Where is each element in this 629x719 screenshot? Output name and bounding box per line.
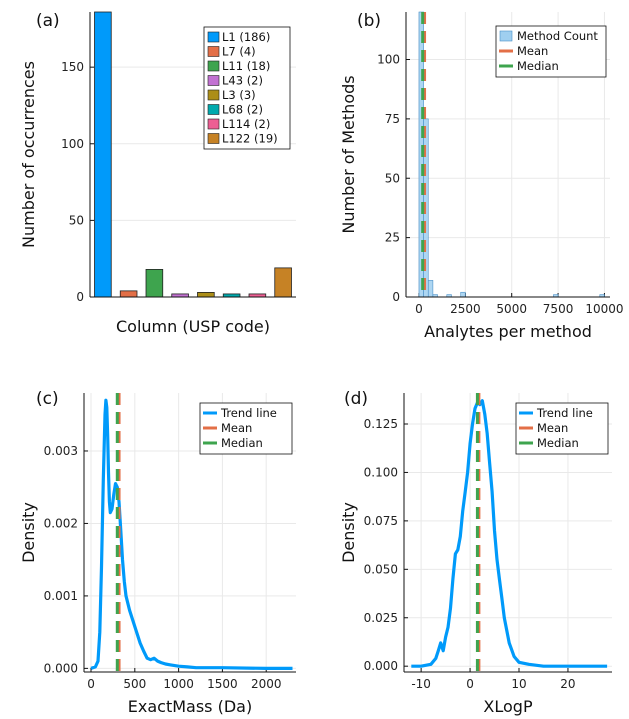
legend-swatch <box>207 75 220 86</box>
bar-L3 <box>197 292 215 298</box>
y-tick-label: 0.050 <box>364 562 398 576</box>
y-tick-label: 0.000 <box>364 659 398 673</box>
panel-c: (c) 0.000 0.001 0.002 0.003 0 500 1000 1500 2000 T… <box>19 389 296 716</box>
legend-entry: Mean <box>537 421 568 435</box>
x-tick-label: 1500 <box>207 677 238 691</box>
panel-label: (c) <box>36 389 59 409</box>
x-tick-label: 20 <box>560 677 575 691</box>
bar-L11 <box>145 269 164 298</box>
y-tick-label: 0.100 <box>364 465 398 479</box>
y-tick-label: 0 <box>392 290 400 304</box>
y-tick-label: 0.001 <box>44 589 78 603</box>
legend-swatch <box>499 30 513 42</box>
legend-entry: L11 (18) <box>222 59 270 73</box>
x-tick-label: -10 <box>411 677 431 691</box>
y-axis-label: Number of occurrences <box>19 61 38 248</box>
y-axis-label: Number of Methods <box>339 75 358 233</box>
x-tick-label: 10 <box>511 677 526 691</box>
x-tick-label: 10000 <box>585 302 623 316</box>
y-tick-label: 75 <box>385 112 400 126</box>
y-tick-label: 100 <box>61 137 84 151</box>
x-tick-label: 5000 <box>496 302 527 316</box>
panel-a: (a) 0 50 100 150 L1 (186)L7 (4)L11 (18)L43 (2… <box>19 11 296 336</box>
x-tick-label: 2000 <box>251 677 282 691</box>
legend-entry: Median <box>517 59 559 73</box>
legend-swatch <box>207 31 220 43</box>
legend-entry: L43 (2) <box>222 74 263 88</box>
y-tick-label: 50 <box>69 213 84 227</box>
x-axis-label: Analytes per method <box>424 322 592 341</box>
legend-entry: L3 (3) <box>222 88 256 102</box>
x-tick-label: 0 <box>466 677 474 691</box>
x-tick-label: 1000 <box>163 677 194 691</box>
panel-label: (d) <box>344 389 368 409</box>
y-tick-label: 0.075 <box>364 514 398 528</box>
y-tick-label: 150 <box>61 60 84 74</box>
legend-entry: L7 (4) <box>222 45 256 59</box>
legend-entry: L122 (19) <box>222 132 278 146</box>
legend-swatch <box>207 133 220 144</box>
y-axis-label: Density <box>19 502 38 563</box>
legend-swatch <box>207 104 220 115</box>
legend-swatch <box>207 46 220 57</box>
legend-entry: Mean <box>517 44 548 58</box>
trend-line <box>90 398 293 670</box>
x-axis-label: XLogP <box>483 697 533 716</box>
panel-b: (b) 0 25 50 75 100 0 2500 5000 7500 10000 Method Co… <box>339 11 624 341</box>
y-tick-label: 0.002 <box>44 516 78 530</box>
histogram-bar <box>427 280 434 298</box>
y-tick-label: 0 <box>76 290 84 304</box>
legend-entry: Method Count <box>517 29 598 43</box>
legend-swatch <box>207 118 220 130</box>
legend-entry: Median <box>537 436 579 450</box>
x-tick-label: 2500 <box>450 302 481 316</box>
legend-entry: L114 (2) <box>222 117 270 131</box>
x-tick-label: 0 <box>87 677 95 691</box>
legend-entry: L68 (2) <box>222 103 263 117</box>
x-axis-label: ExactMass (Da) <box>128 697 252 716</box>
legend-entry: Median <box>221 436 263 450</box>
bar-L1 <box>94 11 112 298</box>
y-tick-label: 0.003 <box>44 444 78 458</box>
bar-L7 <box>119 290 138 298</box>
panel-d: (d) 0.000 0.025 0.050 0.075 0.100 0.125 -10 0 10 2… <box>339 389 612 716</box>
x-tick-label: 500 <box>123 677 146 691</box>
trend-line <box>411 399 608 668</box>
y-tick-label: 50 <box>385 171 400 185</box>
y-tick-label: 25 <box>385 231 400 245</box>
x-tick-label: 7500 <box>543 302 574 316</box>
legend-entry: Mean <box>221 421 252 435</box>
y-axis-label: Density <box>339 502 358 563</box>
legend-box <box>495 25 607 78</box>
legend-entry: Trend line <box>220 406 277 420</box>
panel-label: (b) <box>357 11 381 31</box>
legend-entry: L1 (186) <box>222 30 270 44</box>
histogram-bar <box>460 291 466 298</box>
y-tick-label: 0.025 <box>364 611 398 625</box>
legend-entry: Trend line <box>536 406 593 420</box>
legend-swatch <box>207 89 220 101</box>
y-tick-label: 0.125 <box>364 417 398 431</box>
x-axis-label: Column (USP code) <box>116 317 270 336</box>
y-tick-label: 100 <box>377 53 400 67</box>
legend-swatch <box>207 60 220 72</box>
y-tick-label: 0.000 <box>44 661 78 675</box>
panel-label: (a) <box>36 11 60 31</box>
bar-L122 <box>274 267 292 298</box>
x-tick-label: 0 <box>415 302 423 316</box>
